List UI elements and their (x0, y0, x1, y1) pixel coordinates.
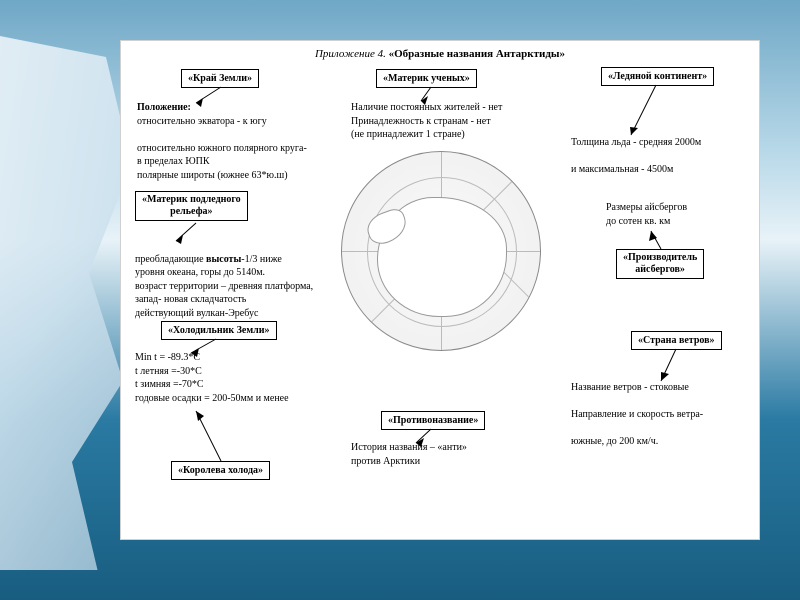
text-klimat: Min t = -89.3*C t летняя =-30*С t зимняя… (135, 351, 345, 405)
box-podlednogo-reliefa: «Материк подледного рельефа» (135, 191, 248, 221)
box-strana-vetrov: «Страна ветров» (631, 331, 722, 350)
box-ledyanoy-kontinent: «Ледяной континент» (601, 67, 714, 86)
text-polozhenie-body: относительно экватора - к югу относитель… (137, 116, 307, 181)
title-main: «Образные названия Антарктиды» (389, 48, 565, 60)
box-proizvoditel-aisbergov: «Производитель айсбергов» (616, 249, 704, 279)
title-prefix: Приложение 4. (315, 48, 386, 60)
diagram-sheet: Приложение 4. «Образные названия Антаркт… (120, 40, 760, 540)
page-title: Приложение 4. «Образные названия Антаркт… (121, 47, 759, 61)
text-istoriya: История названия – «анти» против Арктики (351, 441, 551, 468)
text-relief: преобладающие высоты-1/3 ниже уровня оке… (135, 239, 350, 320)
box-materik-uchenykh: «Материк ученых» (376, 69, 477, 88)
box-kholodilnik: «Холодильник Земли» (161, 321, 277, 340)
text-zhiteli: Наличие постоянных жителей - нет Принадл… (351, 101, 551, 142)
antarctica-map (341, 151, 541, 351)
text-polozhenie: Положение: относительно экватора - к югу… (137, 101, 342, 182)
box-kray-zemli: «Край Земли» (181, 69, 259, 88)
box-protivonazvanie: «Противоназвание» (381, 411, 485, 430)
text-tolshchina-lda: Толщина льда - средняя 2000м и максималь… (571, 136, 756, 177)
text-razmery-aisbergov: Размеры айсбергов до сотен кв. км (606, 201, 756, 228)
map-circle (341, 151, 541, 351)
box-koroleva-kholoda: «Королева холода» (171, 461, 270, 480)
text-polozhenie-hdr: Положение: (137, 102, 191, 113)
text-vetry: Название ветров - стоковые Направление и… (571, 381, 756, 449)
